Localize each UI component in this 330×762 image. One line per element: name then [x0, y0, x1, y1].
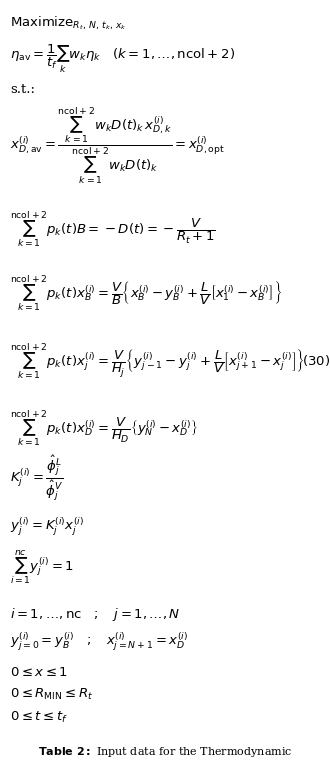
Text: $\sum_{k=1}^{\mathrm{ncol}+2} p_k(t)B = -D(t) = -\dfrac{V}{R_t+1}$: $\sum_{k=1}^{\mathrm{ncol}+2} p_k(t)B = … — [10, 209, 216, 248]
Text: $\sum_{k=1}^{\mathrm{ncol}+2} p_k(t)x_D^{(i)} = \dfrac{V}{H_D}\left\{y_N^{(i)}-x: $\sum_{k=1}^{\mathrm{ncol}+2} p_k(t)x_D^… — [10, 408, 198, 448]
Text: $\bf{Table\ 2:}$ Input data for the Thermodynamic: $\bf{Table\ 2:}$ Input data for the Ther… — [38, 745, 292, 759]
Text: $i = 1,\ldots,\mathrm{nc} \quad ; \quad j = 1,\ldots,N$: $i = 1,\ldots,\mathrm{nc} \quad ; \quad … — [10, 606, 181, 623]
Text: $y_j^{(i)} = K_j^{(i)} x_j^{(i)}$: $y_j^{(i)} = K_j^{(i)} x_j^{(i)}$ — [10, 516, 84, 539]
Text: $0 \leq x \leq 1$: $0 \leq x \leq 1$ — [10, 665, 68, 679]
Text: $K_j^{(i)} = \dfrac{\hat{\phi}_j^L}{\hat{\phi}_j^V}$: $K_j^{(i)} = \dfrac{\hat{\phi}_j^L}{\hat… — [10, 454, 64, 503]
Text: $0 \leq t \leq t_f$: $0 \leq t \leq t_f$ — [10, 710, 68, 725]
Text: $\sum_{i=1}^{nc} y_j^{(i)} = 1$: $\sum_{i=1}^{nc} y_j^{(i)} = 1$ — [10, 549, 74, 588]
Text: $\mathrm{Maximize}_{R_t,\,N,\,t_k,\,x_k}$: $\mathrm{Maximize}_{R_t,\,N,\,t_k,\,x_k}… — [10, 14, 127, 32]
Text: $\eta_{\mathrm{av}} = \dfrac{1}{t_f}\sum_{k} w_k\eta_k \quad (k=1,\ldots,\mathrm: $\eta_{\mathrm{av}} = \dfrac{1}{t_f}\sum… — [10, 43, 235, 75]
Text: $\sum_{k=1}^{\mathrm{ncol}+2} p_k(t)x_B^{(i)} = \dfrac{V}{B}\left\{x_B^{(i)}-y_B: $\sum_{k=1}^{\mathrm{ncol}+2} p_k(t)x_B^… — [10, 273, 282, 312]
Text: $y_{j=0}^{(i)} = y_B^{(i)} \quad ; \quad x_{j=N+1}^{(i)} = x_D^{(i)}$: $y_{j=0}^{(i)} = y_B^{(i)} \quad ; \quad… — [10, 630, 188, 653]
Text: $0 \leq R_{\mathrm{MIN}} \leq R_t$: $0 \leq R_{\mathrm{MIN}} \leq R_t$ — [10, 687, 93, 703]
Text: $x_{D,\mathrm{av}}^{(i)} = \dfrac{\sum_{k=1}^{\mathrm{ncol}+2}w_k D(t)_k\, x_{D,: $x_{D,\mathrm{av}}^{(i)} = \dfrac{\sum_{… — [10, 106, 225, 187]
Text: $\sum_{k=1}^{\mathrm{ncol}+2} p_k(t)x_j^{(i)} = \dfrac{V}{H_j}\left\{y_{j-1}^{(i: $\sum_{k=1}^{\mathrm{ncol}+2} p_k(t)x_j^… — [10, 341, 330, 381]
Text: s.t.:: s.t.: — [10, 83, 35, 97]
